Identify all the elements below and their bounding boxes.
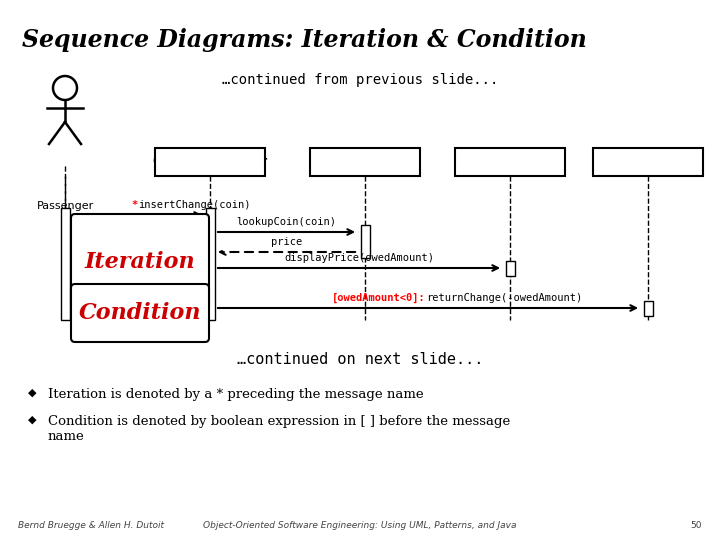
FancyBboxPatch shape — [71, 214, 209, 310]
Text: Object-Oriented Software Engineering: Using UML, Patterns, and Java: Object-Oriented Software Engineering: Us… — [203, 521, 517, 530]
Text: …continued on next slide...: …continued on next slide... — [237, 353, 483, 368]
Bar — [60, 208, 70, 320]
Text: Condition is denoted by boolean expression in [ ] before the message
name: Condition is denoted by boolean expressi… — [48, 415, 510, 443]
Text: returnChange(-owedAmount): returnChange(-owedAmount) — [426, 293, 582, 303]
FancyBboxPatch shape — [71, 284, 209, 342]
Text: [owedAmount<0]:: [owedAmount<0]: — [332, 293, 426, 303]
Bar — [205, 208, 215, 320]
Text: Passenger: Passenger — [37, 201, 94, 211]
Bar — [361, 225, 369, 258]
Text: 50: 50 — [690, 521, 702, 530]
Text: ChangeProcessor: ChangeProcessor — [153, 156, 268, 168]
Bar — [644, 301, 652, 316]
Text: insertChange(coin): insertChange(coin) — [138, 200, 251, 210]
Bar — [505, 261, 515, 276]
Text: Iteration: Iteration — [85, 251, 195, 273]
Text: Bernd Bruegge & Allen H. Dutoit: Bernd Bruegge & Allen H. Dutoit — [18, 521, 164, 530]
Text: Condition: Condition — [78, 302, 202, 324]
Text: Iteration is denoted by a * preceding the message name: Iteration is denoted by a * preceding th… — [48, 388, 423, 401]
Bar — [155, 148, 265, 176]
Text: CoinIdentifier: CoinIdentifier — [320, 156, 410, 168]
Text: Display: Display — [486, 156, 534, 168]
Text: CoinDrop: CoinDrop — [618, 156, 678, 168]
Bar — [310, 148, 420, 176]
Text: lookupCoin(coin): lookupCoin(coin) — [236, 217, 336, 227]
Bar — [593, 148, 703, 176]
Text: Sequence Diagrams: Iteration & Condition: Sequence Diagrams: Iteration & Condition — [22, 28, 587, 52]
Text: ◆: ◆ — [28, 415, 37, 425]
Bar — [455, 148, 565, 176]
Text: ◆: ◆ — [28, 388, 37, 398]
Text: *: * — [132, 200, 138, 210]
Text: price: price — [271, 237, 302, 247]
Text: …continued from previous slide...: …continued from previous slide... — [222, 73, 498, 87]
Text: displayPrice(owedAmount): displayPrice(owedAmount) — [284, 253, 434, 263]
